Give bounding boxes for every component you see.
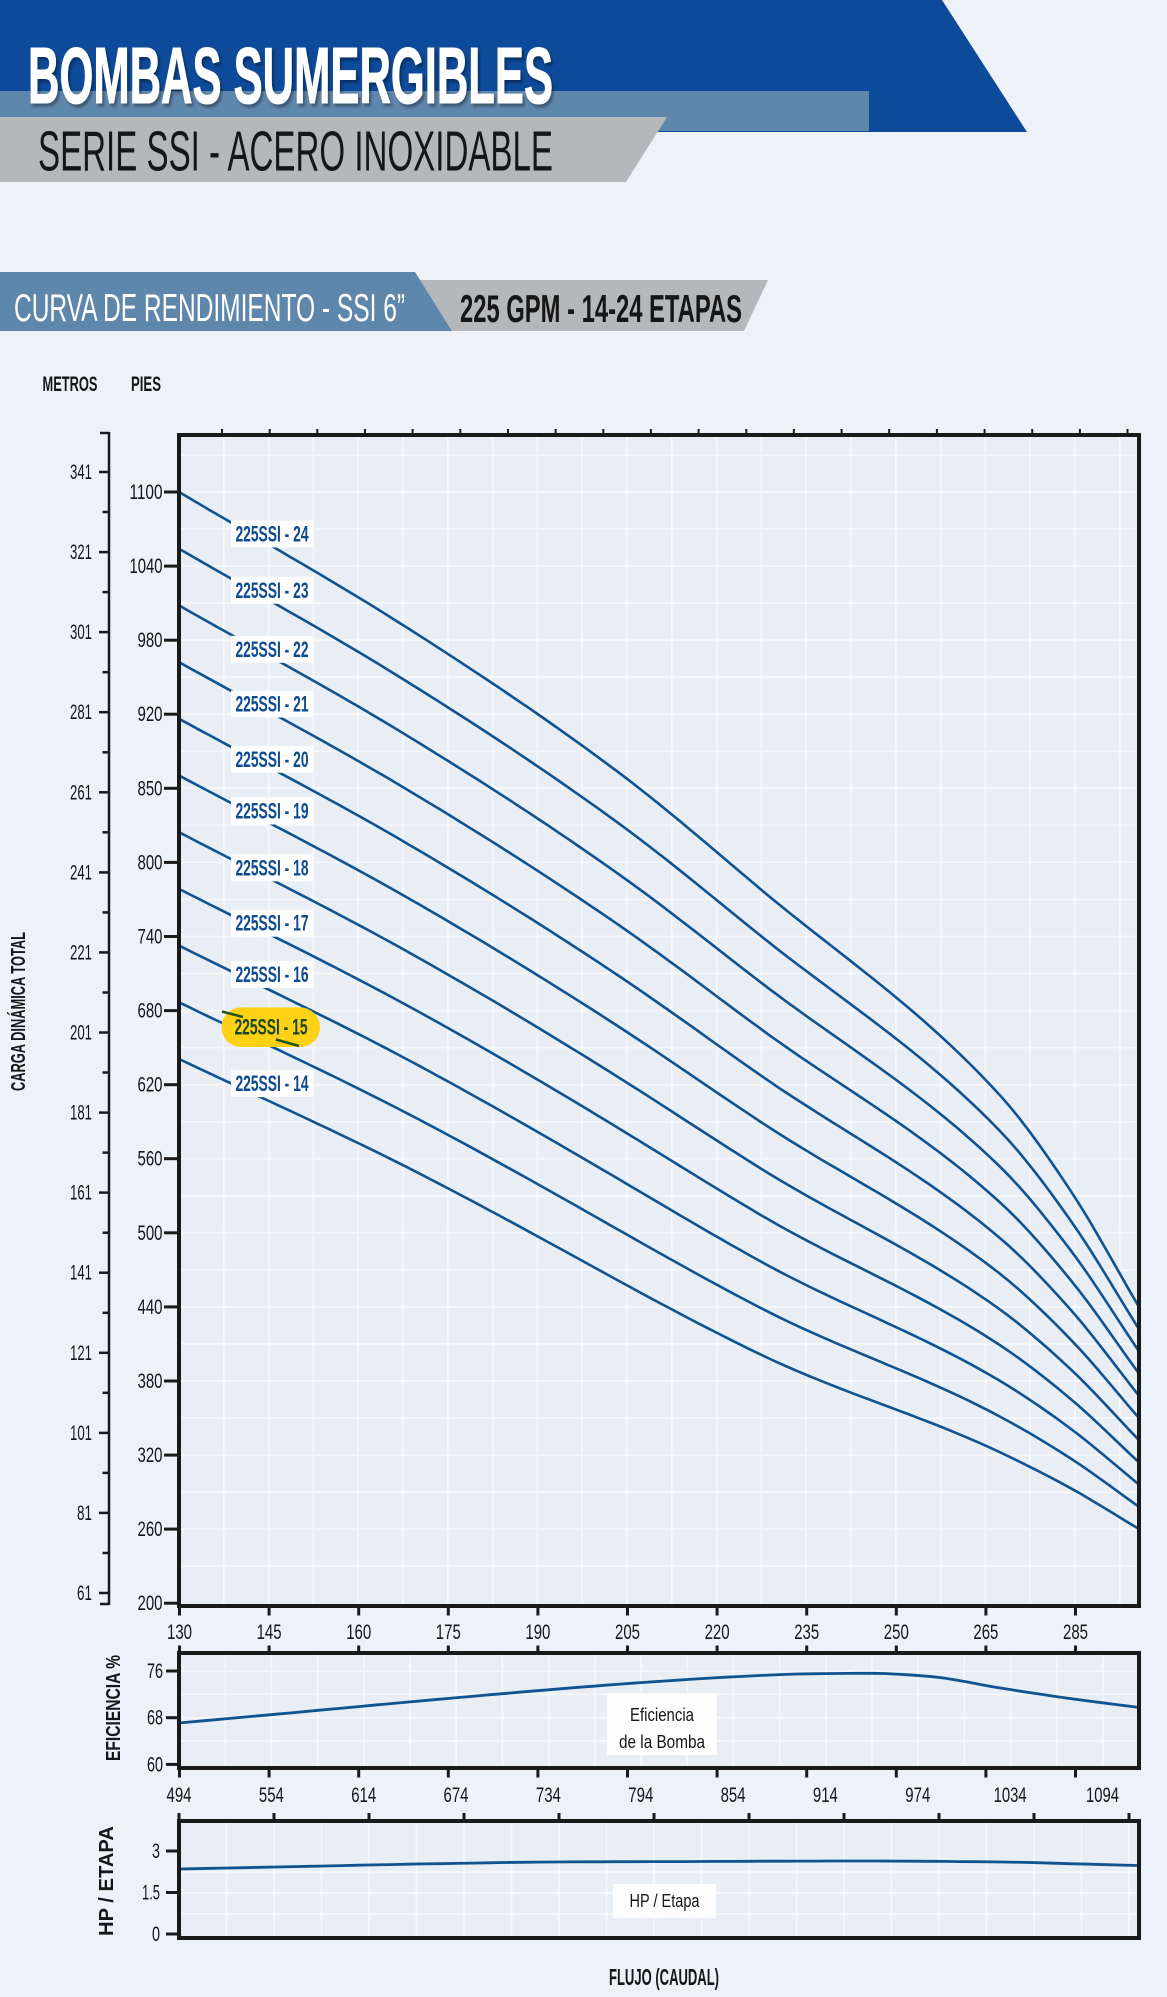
svg-text:740: 740: [138, 926, 163, 949]
svg-text:225SSI - 17: 225SSI - 17: [236, 911, 309, 936]
svg-text:3: 3: [152, 1840, 160, 1863]
svg-text:235: 235: [794, 1621, 819, 1644]
svg-text:1.5: 1.5: [142, 1882, 160, 1905]
svg-text:500: 500: [138, 1222, 163, 1245]
svg-text:68: 68: [147, 1707, 163, 1730]
svg-text:225SSI - 16: 225SSI - 16: [236, 962, 309, 987]
svg-text:285: 285: [1063, 1621, 1088, 1644]
svg-text:160: 160: [346, 1621, 371, 1644]
svg-text:221: 221: [70, 941, 92, 964]
svg-text:225SSI - 20: 225SSI - 20: [236, 747, 309, 772]
svg-text:734: 734: [536, 1784, 561, 1807]
svg-text:494: 494: [167, 1784, 192, 1807]
svg-text:225SSI - 14: 225SSI - 14: [236, 1071, 309, 1096]
svg-text:225SSI - 19: 225SSI - 19: [236, 799, 309, 824]
svg-text:680: 680: [138, 1000, 163, 1023]
svg-text:850: 850: [138, 777, 163, 800]
svg-text:1100: 1100: [130, 481, 163, 504]
svg-text:241: 241: [70, 861, 92, 884]
svg-text:261: 261: [70, 781, 92, 804]
svg-text:220: 220: [705, 1621, 730, 1644]
svg-text:76: 76: [147, 1660, 163, 1683]
svg-text:225 GPM - 14-24 ETAPAS: 225 GPM - 14-24 ETAPAS: [460, 288, 742, 331]
svg-text:161: 161: [70, 1182, 92, 1205]
svg-text:321: 321: [70, 541, 92, 564]
svg-text:141: 141: [70, 1262, 92, 1285]
svg-text:201: 201: [70, 1022, 92, 1045]
svg-text:METROS: METROS: [43, 373, 98, 396]
svg-text:260: 260: [138, 1518, 163, 1541]
svg-text:225SSI - 23: 225SSI - 23: [236, 578, 309, 603]
svg-text:225SSI - 18: 225SSI - 18: [236, 855, 309, 880]
svg-text:1034: 1034: [994, 1784, 1027, 1807]
svg-text:Eficiencia: Eficiencia: [630, 1705, 695, 1725]
svg-text:1094: 1094: [1086, 1784, 1119, 1807]
svg-text:301: 301: [70, 621, 92, 644]
svg-text:HP / Etapa: HP / Etapa: [630, 1891, 701, 1911]
svg-text:380: 380: [138, 1370, 163, 1393]
svg-text:SERIE SSI - ACERO INOXIDABLE: SERIE SSI - ACERO INOXIDABLE: [38, 120, 553, 184]
svg-text:0: 0: [152, 1923, 160, 1946]
svg-text:920: 920: [138, 703, 163, 726]
svg-text:800: 800: [138, 851, 163, 874]
svg-text:101: 101: [70, 1422, 92, 1445]
svg-text:HP / ETAPA: HP / ETAPA: [96, 1826, 118, 1936]
svg-text:BOMBAS SUMERGIBLES: BOMBAS SUMERGIBLES: [28, 31, 553, 120]
svg-text:81: 81: [77, 1502, 92, 1525]
svg-text:PIES: PIES: [131, 373, 161, 396]
svg-text:440: 440: [138, 1296, 163, 1319]
svg-text:225SSI - 15: 225SSI - 15: [235, 1015, 308, 1040]
svg-text:281: 281: [70, 701, 92, 724]
svg-text:de la Bomba: de la Bomba: [619, 1732, 706, 1752]
svg-text:130: 130: [167, 1621, 192, 1644]
svg-text:181: 181: [70, 1102, 92, 1125]
svg-text:FLUJO (CAUDAL): FLUJO (CAUDAL): [609, 1964, 719, 1990]
svg-text:974: 974: [905, 1784, 930, 1807]
svg-text:CURVA DE RENDIMIENTO - SSI 6”: CURVA DE RENDIMIENTO - SSI 6”: [14, 287, 405, 330]
svg-text:175: 175: [436, 1621, 461, 1644]
svg-text:EFICIENCIA %: EFICIENCIA %: [103, 1655, 125, 1761]
svg-text:980: 980: [138, 629, 163, 652]
svg-text:200: 200: [138, 1592, 163, 1615]
svg-text:190: 190: [525, 1621, 550, 1644]
svg-text:61: 61: [77, 1582, 92, 1605]
svg-text:121: 121: [70, 1342, 92, 1365]
svg-text:CARGA DINÁMICA TOTAL: CARGA DINÁMICA TOTAL: [7, 932, 30, 1091]
svg-text:854: 854: [721, 1784, 746, 1807]
svg-text:341: 341: [70, 461, 92, 484]
svg-text:1040: 1040: [130, 555, 163, 578]
svg-text:914: 914: [813, 1784, 838, 1807]
svg-text:560: 560: [138, 1148, 163, 1171]
svg-text:554: 554: [259, 1784, 284, 1807]
svg-text:320: 320: [138, 1444, 163, 1467]
svg-text:60: 60: [147, 1753, 163, 1776]
svg-text:614: 614: [351, 1784, 376, 1807]
svg-text:225SSI - 21: 225SSI - 21: [236, 692, 309, 717]
svg-text:205: 205: [615, 1621, 640, 1644]
svg-text:225SSI - 24: 225SSI - 24: [236, 522, 309, 547]
svg-text:145: 145: [257, 1621, 282, 1644]
svg-text:620: 620: [138, 1074, 163, 1097]
svg-text:794: 794: [628, 1784, 653, 1807]
svg-text:225SSI - 22: 225SSI - 22: [236, 637, 309, 662]
svg-text:674: 674: [444, 1784, 469, 1807]
svg-text:265: 265: [973, 1621, 998, 1644]
svg-text:250: 250: [884, 1621, 909, 1644]
